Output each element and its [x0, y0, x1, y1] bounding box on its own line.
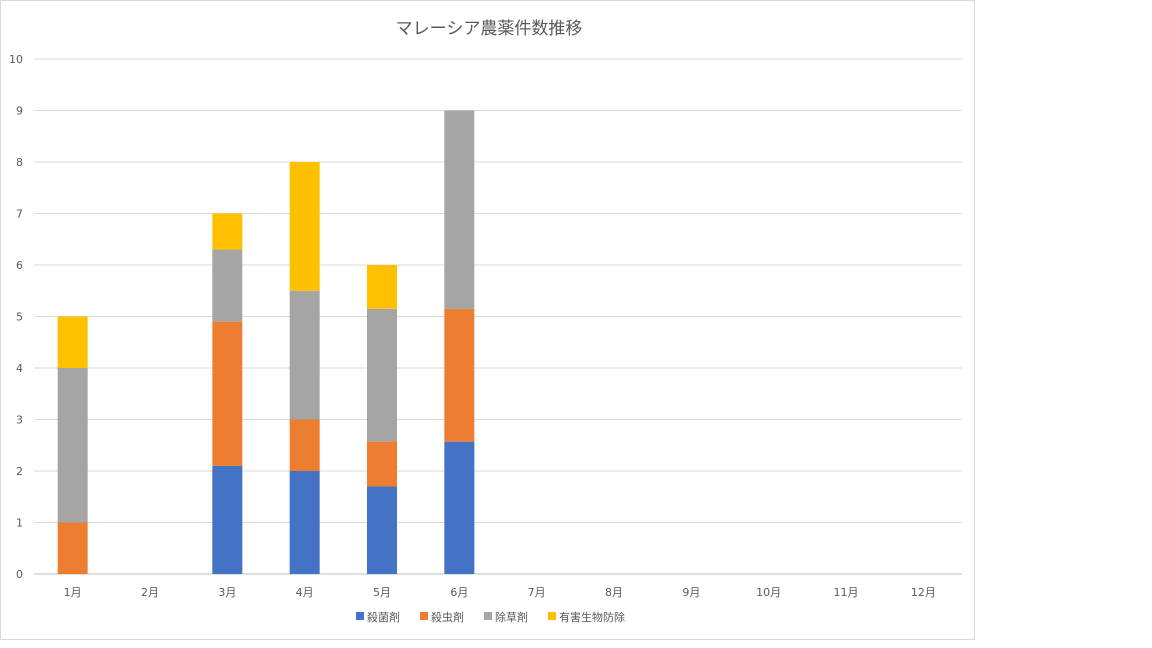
- x-tick-label: 2月: [141, 586, 159, 599]
- y-tick-label: 0: [16, 568, 23, 581]
- legend-entry: 殺菌剤: [356, 610, 400, 624]
- legend-swatch: [356, 612, 364, 620]
- x-tick-label: 10月: [756, 586, 781, 599]
- bar-segment: [444, 308, 475, 442]
- legend-swatch: [420, 612, 428, 620]
- x-tick-label: 7月: [528, 586, 546, 599]
- bar-segment: [212, 249, 243, 322]
- bar-segment: [444, 110, 475, 309]
- gridlines: [34, 58, 962, 575]
- bar-segment: [212, 213, 243, 250]
- legend-swatch: [548, 612, 556, 620]
- legend-swatch: [484, 612, 492, 620]
- chart-frame: マレーシア農薬件数推移 0 1 2 3 4 5 6 7 8 9 10 1月 2月 3月 4月 5月 6月 7月 8…: [0, 0, 975, 640]
- bars: [57, 110, 475, 574]
- legend-label: 有害生物防除: [559, 610, 625, 624]
- bar-segment: [212, 465, 243, 574]
- bar-segment: [289, 471, 320, 574]
- x-tick-label: 1月: [64, 586, 82, 599]
- y-axis-tick-labels: 0 1 2 3 4 5 6 7 8 9 10: [9, 53, 23, 581]
- x-tick-label: 8月: [605, 586, 623, 599]
- legend-entry: 有害生物防除: [548, 610, 625, 624]
- x-tick-label: 9月: [682, 586, 700, 599]
- y-tick-label: 8: [16, 156, 23, 169]
- bar-segment: [289, 419, 320, 471]
- legend-label: 殺菌剤: [367, 610, 400, 624]
- bar-segment: [444, 441, 475, 574]
- bar-segment: [57, 522, 88, 574]
- bar-segment: [57, 316, 88, 368]
- y-tick-label: 10: [9, 53, 23, 66]
- y-tick-label: 1: [16, 517, 23, 530]
- y-tick-label: 6: [16, 259, 23, 272]
- y-tick-label: 2: [16, 465, 23, 478]
- y-tick-label: 9: [16, 105, 23, 118]
- x-tick-label: 11月: [834, 586, 859, 599]
- bar-segment: [367, 486, 397, 574]
- x-tick-label: 5月: [373, 586, 391, 599]
- y-tick-label: 4: [16, 362, 23, 375]
- legend-entry: 殺虫剤: [420, 610, 464, 624]
- chart-title: マレーシア農薬件数推移: [396, 19, 583, 39]
- bar-segment: [289, 290, 320, 420]
- legend-label: 除草剤: [495, 610, 528, 624]
- legend-entry: 除草剤: [484, 610, 528, 624]
- x-axis-tick-labels: 1月 2月 3月 4月 5月 6月 7月 8月 9月 10月 11月 12月: [64, 586, 936, 599]
- y-tick-label: 3: [16, 414, 23, 427]
- bar-segment: [212, 321, 243, 466]
- y-tick-label: 5: [16, 311, 23, 324]
- x-tick-label: 3月: [218, 586, 236, 599]
- bar-segment: [289, 162, 320, 291]
- bar-segment: [367, 308, 397, 442]
- bar-segment: [57, 368, 88, 523]
- x-tick-label: 6月: [450, 586, 468, 599]
- bar-segment: [367, 441, 397, 487]
- y-tick-label: 7: [16, 208, 23, 221]
- x-tick-label: 4月: [296, 586, 314, 599]
- stacked-bar-chart: マレーシア農薬件数推移 0 1 2 3 4 5 6 7 8 9 10 1月 2月 3月 4月 5月 6月 7月 8…: [9, 19, 962, 624]
- legend: 殺菌剤 殺虫剤 除草剤 有害生物防除: [356, 610, 625, 624]
- legend-label: 殺虫剤: [431, 610, 464, 624]
- bar-segment: [367, 265, 397, 309]
- x-tick-label: 12月: [911, 586, 936, 599]
